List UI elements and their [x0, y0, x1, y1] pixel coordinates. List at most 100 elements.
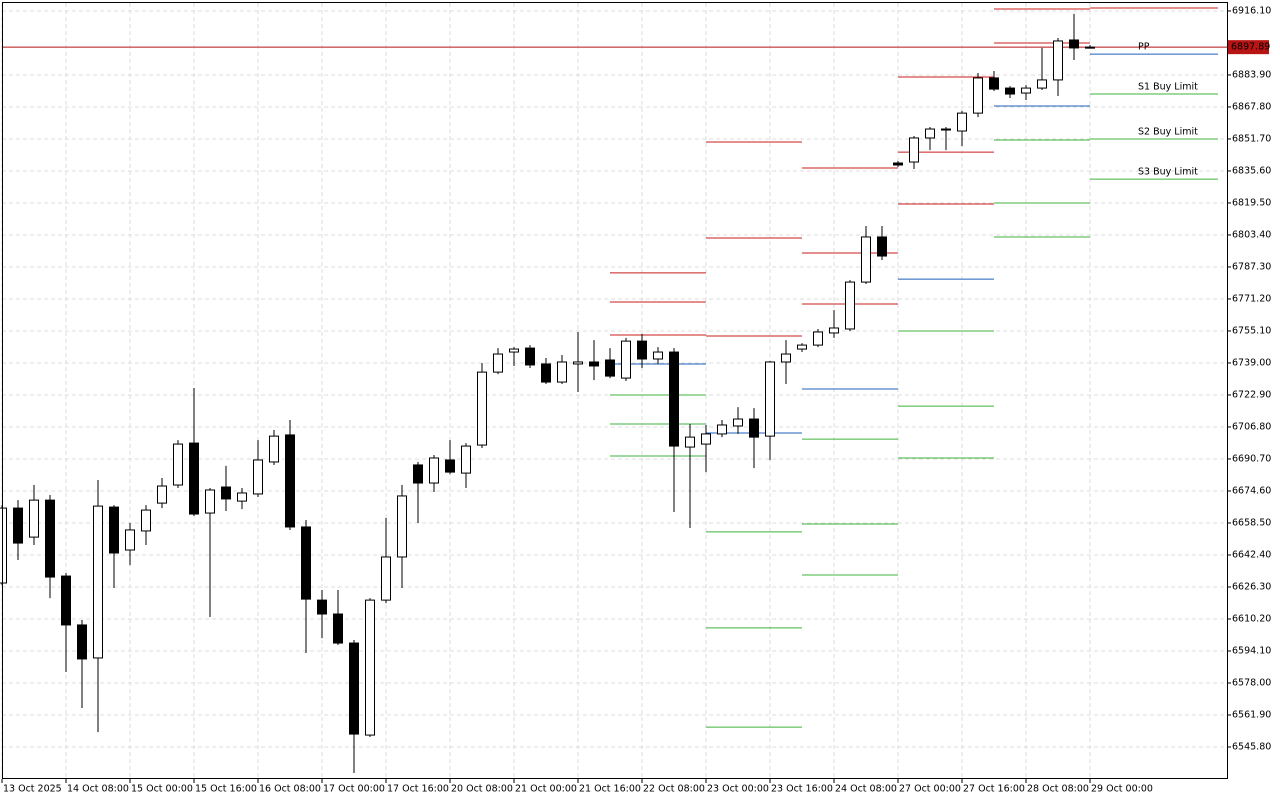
y-tick-label: 6803.40: [1232, 229, 1271, 240]
y-tick-label: 6883.90: [1232, 69, 1271, 80]
y-tick-label: 6578.00: [1232, 677, 1271, 688]
candle-body: [941, 128, 951, 131]
plot: PP S1 Buy Limit S2 Buy Limit S3 Buy Limit: [0, 7, 1227, 774]
x-tick-label: 27 Oct 16:00: [963, 784, 1025, 795]
x-tick-label: 16 Oct 08:00: [259, 784, 321, 795]
candle-body: [285, 434, 295, 528]
candle-body: [173, 443, 183, 486]
y-tick-label: 6706.80: [1232, 421, 1271, 432]
x-tick-label: 23 Oct 16:00: [771, 784, 833, 795]
x-tick-label: 24 Oct 08:00: [835, 784, 897, 795]
x-tick-label: 17 Oct 16:00: [387, 784, 449, 795]
candle-body: [733, 418, 743, 427]
candle-body: [349, 642, 359, 735]
candle-body: [797, 344, 807, 350]
candle-body: [1085, 46, 1095, 49]
y-tick-label: 6658.50: [1232, 517, 1271, 528]
support-label: S2 Buy Limit: [1138, 126, 1198, 137]
y-tick-label: 6819.50: [1232, 197, 1271, 208]
candle-body: [637, 340, 647, 360]
candle-body: [333, 613, 343, 644]
candle-body: [413, 464, 423, 484]
x-tick-label: 20 Oct 08:00: [451, 784, 513, 795]
candle-body: [989, 77, 999, 90]
candle-body: [893, 162, 903, 166]
candle-body: [573, 361, 583, 365]
candle-body: [557, 361, 567, 383]
axes: 6545.80 6561.90 6578.00 6594.10 6610.20 6626.…: [1, 5, 1271, 795]
x-tick-label: 23 Oct 00:00: [707, 784, 769, 795]
y-tick-label: 6835.60: [1232, 165, 1271, 176]
y-tick-label: 6771.20: [1232, 293, 1271, 304]
x-tick-label: 29 Oct 00:00: [1091, 784, 1153, 795]
candle-body: [125, 529, 135, 551]
candle-body: [109, 506, 119, 554]
y-tick-label: 6594.10: [1232, 645, 1271, 656]
x-tick-label: 28 Oct 08:00: [1027, 784, 1089, 795]
y-tick-label: 6787.30: [1232, 261, 1271, 272]
y-tick-label: 6722.90: [1232, 389, 1271, 400]
support-label: S3 Buy Limit: [1138, 167, 1198, 178]
y-tick-label: 6561.90: [1232, 709, 1271, 720]
candle-body: [1005, 87, 1015, 95]
candle-body: [157, 485, 167, 504]
x-tick-label: 17 Oct 00:00: [323, 784, 385, 795]
candle-body: [541, 363, 551, 383]
y-tick-label: 6642.40: [1232, 549, 1271, 560]
candle-body: [669, 351, 679, 447]
candle-body: [957, 112, 967, 132]
candle-body: [861, 236, 871, 283]
candle-body: [925, 128, 935, 139]
candle-body: [237, 492, 247, 502]
y-tick-label: 6626.30: [1232, 581, 1271, 592]
candle-body: [813, 331, 823, 346]
candle-body: [461, 445, 471, 474]
y-tick-label: 6545.80: [1232, 741, 1271, 752]
grid: [1, 3, 1227, 779]
x-tick-label: 21 Oct 16:00: [579, 784, 641, 795]
candle-body: [589, 361, 599, 367]
candle-body: [93, 505, 103, 659]
candle-body: [445, 459, 455, 473]
candle-body: [493, 353, 503, 373]
candle-body: [1037, 79, 1047, 89]
candle-body: [429, 457, 439, 484]
y-tick-label: 6739.00: [1232, 357, 1271, 368]
candle-body: [765, 361, 775, 437]
candle-body: [269, 435, 279, 463]
candle-body: [749, 418, 759, 438]
candle-body: [973, 77, 983, 114]
candle-body: [13, 507, 23, 544]
candle-body: [717, 424, 727, 435]
pivot-label: PP: [1138, 42, 1150, 53]
y-tick-label: 6916.10: [1232, 5, 1271, 16]
candle-body: [317, 599, 327, 615]
candle-body: [29, 499, 39, 538]
candle-body: [781, 353, 791, 363]
candle-body: [525, 347, 535, 366]
x-tick-label: 21 Oct 00:00: [515, 784, 577, 795]
candle-body: [621, 340, 631, 379]
candle-body: [301, 526, 311, 600]
plot-frame: [2, 2, 1228, 779]
x-tick-label: 15 Oct 16:00: [195, 784, 257, 795]
candle-body: [397, 495, 407, 558]
candle-body: [845, 281, 855, 330]
y-tick-label: 6674.60: [1232, 485, 1271, 496]
x-tick-label: 27 Oct 00:00: [899, 784, 961, 795]
price-tag: [1228, 40, 1269, 55]
candle-body: [653, 351, 663, 360]
candle-body: [61, 575, 71, 626]
candle-body: [1021, 87, 1031, 94]
candle-body: [141, 509, 151, 532]
candle-body: [701, 433, 711, 445]
candle-body: [829, 327, 839, 334]
candle-body: [909, 137, 919, 163]
candle-body: [189, 442, 199, 515]
x-tick-label: 13 Oct 2025: [3, 784, 62, 795]
y-tick-label: 6610.20: [1232, 613, 1271, 624]
candle-body: [205, 489, 215, 514]
candle-body: [253, 459, 263, 495]
